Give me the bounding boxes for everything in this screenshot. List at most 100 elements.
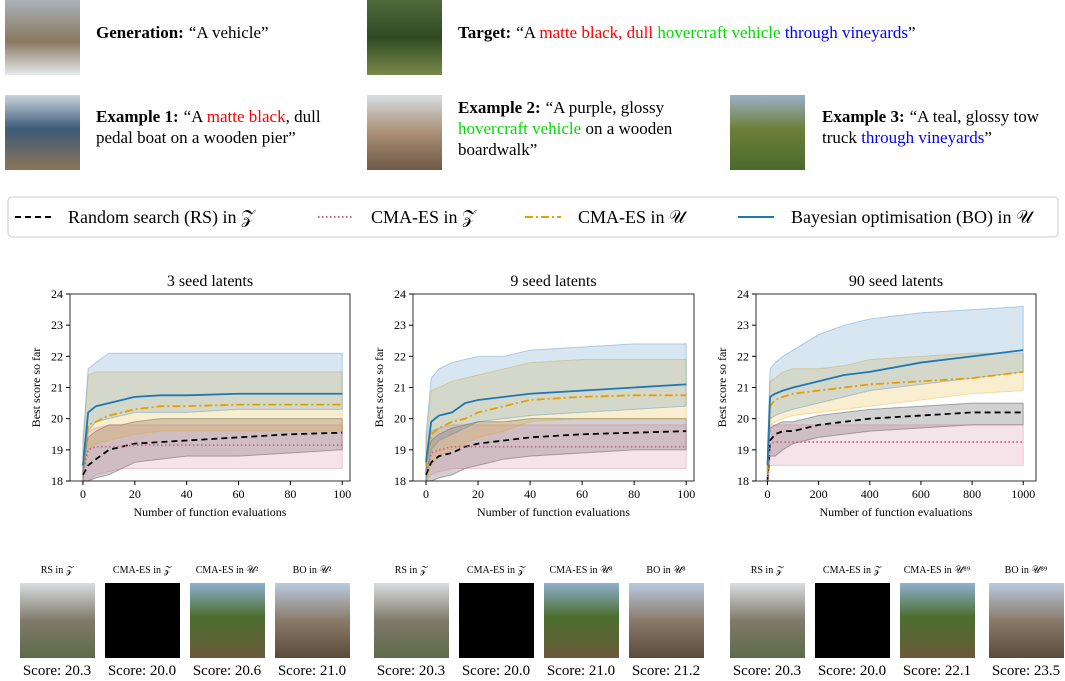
y-tick-label: 23 <box>394 318 406 332</box>
prompt-caption: Generation: “A vehicle” <box>96 22 356 43</box>
image-score: Score: 23.5 <box>992 663 1060 679</box>
prompt-text: “A <box>184 107 207 126</box>
y-tick-label: 21 <box>394 381 406 395</box>
prompt-text: ” <box>984 128 992 147</box>
result-image <box>105 583 180 658</box>
prompt-text: “A <box>516 23 539 42</box>
image-label: RS in 𝒵 <box>395 565 429 576</box>
image-label: CMA-ES in 𝒰² <box>196 565 259 576</box>
x-axis-label: Number of function evaluations <box>477 505 630 519</box>
y-tick-label: 19 <box>737 443 749 457</box>
prompt-caption: Example 2:“A purple, glossy hovercraft v… <box>458 97 708 160</box>
y-tick-label: 18 <box>394 474 406 488</box>
y-tick-label: 22 <box>51 349 63 363</box>
result-image <box>544 583 619 658</box>
prompt-image <box>730 95 805 170</box>
chart-title: 3 seed latents <box>167 273 253 290</box>
image-score: Score: 22.1 <box>903 663 971 679</box>
y-axis-label: Best score so far <box>372 348 386 428</box>
result-image <box>815 583 890 658</box>
y-axis-label: Best score so far <box>715 348 729 428</box>
y-tick-label: 21 <box>51 381 63 395</box>
prompt-image <box>367 0 442 75</box>
image-label: CMA-ES in 𝒰⁸ <box>549 565 613 576</box>
image-score: Score: 21.2 <box>632 663 700 679</box>
result-image <box>730 583 805 658</box>
y-tick-label: 22 <box>737 349 749 363</box>
y-tick-label: 24 <box>737 287 749 301</box>
y-tick-label: 18 <box>737 474 749 488</box>
image-score: Score: 20.0 <box>818 663 886 679</box>
x-axis-label: Number of function evaluations <box>134 505 287 519</box>
image-score: Score: 20.6 <box>193 663 262 679</box>
result-image <box>629 583 704 658</box>
y-tick-label: 19 <box>394 443 406 457</box>
y-tick-label: 23 <box>51 318 63 332</box>
y-tick-label: 18 <box>51 474 63 488</box>
legend-label: Random search (RS) in 𝒵 <box>68 207 256 228</box>
x-tick-label: 20 <box>129 487 141 501</box>
prompt-text: “A vehicle” <box>189 23 269 42</box>
prompt-label: Example 1: <box>96 107 179 126</box>
x-tick-label: 1000 <box>1011 487 1035 501</box>
x-tick-label: 100 <box>333 487 351 501</box>
x-tick-label: 40 <box>524 487 536 501</box>
chart-title: 90 seed latents <box>849 273 943 290</box>
image-score: Score: 20.0 <box>108 663 176 679</box>
x-tick-label: 800 <box>963 487 981 501</box>
prompt-text: “A purple, glossy <box>546 98 665 117</box>
legend-label: CMA-ES in 𝒵 <box>371 207 477 227</box>
prompt-label: Generation: <box>96 23 184 42</box>
result-image <box>989 583 1064 658</box>
y-tick-label: 24 <box>394 287 406 301</box>
x-tick-label: 80 <box>628 487 640 501</box>
image-score: Score: 21.0 <box>547 663 615 679</box>
result-image <box>459 583 534 658</box>
image-score: Score: 20.3 <box>377 663 445 679</box>
confidence-band <box>768 425 1024 481</box>
prompt-label: Target: <box>458 23 511 42</box>
page: {"prompts": [ {"label": "Generation:", "… <box>0 0 1065 681</box>
y-tick-label: 20 <box>737 412 749 426</box>
prompt-text: through vineyards <box>861 128 984 147</box>
result-image <box>900 583 975 658</box>
prompt-caption: Example 1:“A matte black, dull pedal boa… <box>96 106 346 148</box>
x-tick-label: 200 <box>810 487 828 501</box>
prompt-label: Example 3: <box>822 107 905 126</box>
x-tick-label: 0 <box>765 487 771 501</box>
prompt-image <box>367 95 442 170</box>
x-axis-label: Number of function evaluations <box>820 505 973 519</box>
y-axis-label: Best score so far <box>29 348 43 428</box>
y-tick-label: 20 <box>394 412 406 426</box>
prompt-text: ” <box>908 23 916 42</box>
image-label: BO in 𝒰⁸⁹ <box>1005 565 1048 576</box>
y-tick-label: 20 <box>51 412 63 426</box>
legend-label: Bayesian optimisation (BO) in 𝒰 <box>791 207 1035 228</box>
prompt-label: Example 2: <box>458 98 541 117</box>
x-tick-label: 100 <box>677 487 695 501</box>
prompt-image <box>5 95 80 170</box>
x-tick-label: 20 <box>472 487 484 501</box>
legend-label: CMA-ES in 𝒰 <box>578 207 688 227</box>
image-label: RS in 𝒵 <box>41 565 75 576</box>
image-score: Score: 20.0 <box>462 663 530 679</box>
prompt-caption: Example 3:“A teal, glossy tow truck thro… <box>822 106 1065 148</box>
prompt-text: hovercraft vehicle <box>653 23 780 42</box>
y-tick-label: 19 <box>51 443 63 457</box>
image-score: Score: 20.3 <box>23 663 91 679</box>
result-image <box>190 583 265 658</box>
chart-title: 9 seed latents <box>510 273 596 290</box>
x-tick-label: 400 <box>861 487 879 501</box>
result-image <box>374 583 449 658</box>
x-tick-label: 60 <box>576 487 588 501</box>
image-label: BO in 𝒰² <box>293 565 332 576</box>
y-tick-label: 21 <box>737 381 749 395</box>
y-tick-label: 23 <box>737 318 749 332</box>
prompt-text: matte black, dull <box>539 23 653 42</box>
result-image <box>20 583 95 658</box>
prompt-image <box>5 0 80 75</box>
x-tick-label: 0 <box>80 487 86 501</box>
y-tick-label: 22 <box>394 349 406 363</box>
result-image <box>275 583 350 658</box>
x-tick-label: 600 <box>912 487 930 501</box>
